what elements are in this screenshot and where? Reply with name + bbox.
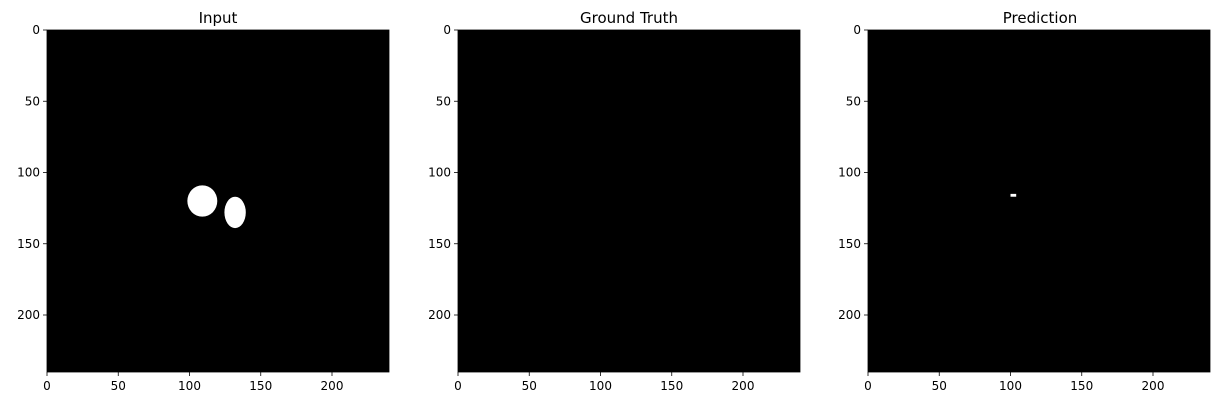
x-tick-label-prediction: 150 <box>1070 379 1093 393</box>
panel-input: Input <box>199 9 238 27</box>
y-tick-label-ground-truth: 0 <box>443 23 451 37</box>
panel-title-ground-truth: Ground Truth <box>580 9 678 27</box>
y-tick-label-input: 0 <box>32 23 40 37</box>
x-tick-label-input: 0 <box>43 379 51 393</box>
plot-layer: 0 50 100 150 200 0 50 100 150 200 0 50 100 150 200 0 50 1… <box>17 23 1211 393</box>
y-tick-label-ground-truth: 200 <box>428 308 451 322</box>
y-tick-label-ground-truth: 50 <box>436 94 451 108</box>
panel-title-input: Input <box>199 9 238 27</box>
axes-frame-ground-truth <box>457 29 801 373</box>
x-tick-label-input: 200 <box>321 379 344 393</box>
y-tick-label-input: 100 <box>17 166 40 180</box>
x-tick-label-ground-truth: 150 <box>660 379 683 393</box>
x-tick-label-input: 100 <box>178 379 201 393</box>
axes-frame-input <box>46 29 390 373</box>
panel-title-prediction: Prediction <box>1003 9 1078 27</box>
x-tick-label-prediction: 200 <box>1142 379 1165 393</box>
y-tick-label-prediction: 0 <box>853 23 861 37</box>
x-tick-label-ground-truth: 50 <box>522 379 537 393</box>
plot-prediction: 0 50 100 150 200 0 50 100 150 200 <box>838 23 1211 393</box>
plot-input: 0 50 100 150 200 0 50 100 150 200 <box>17 23 390 393</box>
axes-frame-prediction <box>867 29 1211 373</box>
y-tick-label-prediction: 150 <box>838 237 861 251</box>
x-tick-label-ground-truth: 0 <box>454 379 462 393</box>
panel-ground-truth: Ground Truth <box>580 9 678 27</box>
region-blob-left <box>187 185 218 217</box>
y-tick-label-input: 150 <box>17 237 40 251</box>
x-tick-label-prediction: 50 <box>932 379 947 393</box>
x-tick-label-input: 50 <box>111 379 126 393</box>
region-spot <box>1010 193 1017 197</box>
x-tick-label-prediction: 0 <box>864 379 872 393</box>
y-tick-label-prediction: 50 <box>846 94 861 108</box>
plot-ground-truth: 0 50 100 150 200 0 50 100 150 200 <box>428 23 801 393</box>
x-tick-label-input: 150 <box>249 379 272 393</box>
image-ground-truth <box>458 30 800 372</box>
x-tick-label-ground-truth: 200 <box>732 379 755 393</box>
y-tick-label-ground-truth: 100 <box>428 166 451 180</box>
panel-prediction: Prediction <box>1003 9 1078 27</box>
region-blob-right <box>224 196 246 229</box>
y-tick-label-prediction: 200 <box>838 308 861 322</box>
y-tick-label-input: 200 <box>17 308 40 322</box>
image-prediction <box>868 30 1210 372</box>
image-input <box>47 30 389 372</box>
y-tick-label-input: 50 <box>25 94 40 108</box>
x-tick-label-ground-truth: 100 <box>589 379 612 393</box>
y-tick-label-ground-truth: 150 <box>428 237 451 251</box>
x-tick-label-prediction: 100 <box>999 379 1022 393</box>
y-tick-label-prediction: 100 <box>838 166 861 180</box>
